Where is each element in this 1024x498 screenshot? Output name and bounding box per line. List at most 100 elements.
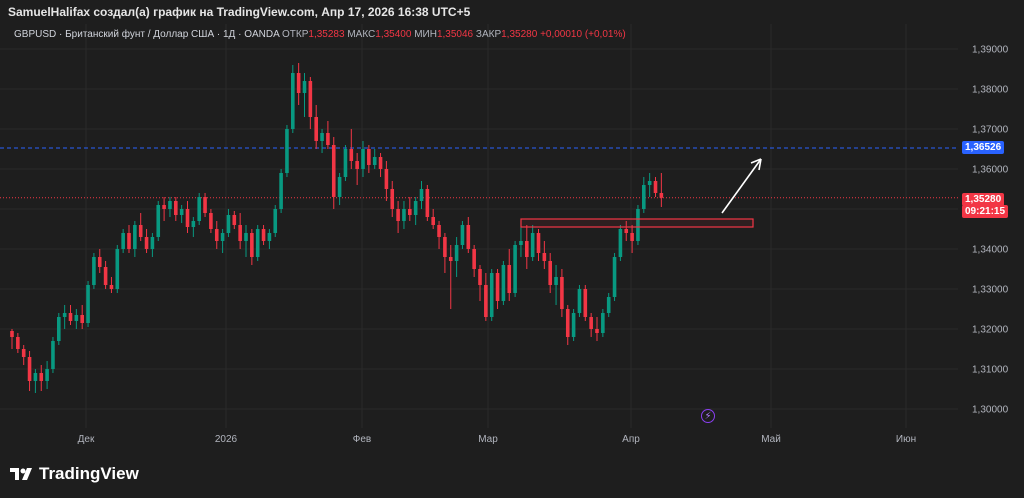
candle: [174, 197, 178, 221]
candle: [320, 129, 324, 153]
candlestick-chart[interactable]: 1,390001,380001,370001,360001,350001,340…: [0, 0, 1024, 460]
candle-body: [255, 229, 260, 257]
candle: [168, 197, 172, 217]
candle-body: [86, 285, 90, 323]
legend-symbol: GBPUSD · Британский фунт / Доллар США · …: [14, 29, 280, 40]
candle-body: [144, 237, 149, 249]
candle: [191, 217, 196, 237]
candle: [466, 217, 471, 253]
candle-body: [530, 233, 535, 257]
candle-body: [109, 285, 114, 289]
candle-body: [203, 197, 207, 213]
grid: [0, 24, 958, 428]
candle: [448, 245, 453, 309]
candle-body: [612, 257, 617, 297]
candle: [103, 261, 108, 289]
candle: [62, 305, 67, 329]
candle: [156, 201, 161, 241]
candle: [214, 221, 219, 249]
x-tick-label: Май: [761, 434, 781, 445]
candle-body: [62, 313, 67, 317]
x-tick-label: Апр: [622, 434, 640, 445]
candle-body: [320, 133, 324, 141]
candle-body: [577, 289, 582, 313]
candle: [203, 193, 207, 217]
candle-body: [250, 233, 254, 257]
candle-body: [326, 133, 330, 145]
candle: [51, 337, 55, 373]
candle-body: [454, 245, 459, 261]
candle-body: [273, 209, 278, 233]
candle-body: [57, 317, 61, 341]
candle-body: [565, 309, 570, 337]
x-tick-label: Июн: [896, 434, 916, 445]
candle: [583, 285, 588, 321]
candle-body: [162, 205, 166, 209]
candle-body: [238, 225, 242, 241]
candle-body: [244, 233, 248, 241]
candle: [606, 293, 611, 317]
candle-body: [337, 177, 342, 197]
candle-body: [548, 261, 552, 285]
candle: [296, 63, 301, 105]
candle: [595, 317, 599, 341]
flash-icon[interactable]: ⚡: [701, 409, 715, 423]
y-tick-label: 1,36000: [972, 165, 1009, 176]
candle-body: [378, 157, 383, 169]
candle: [402, 201, 406, 229]
candle: [647, 173, 652, 197]
levels: [0, 147, 958, 199]
candle-body: [74, 315, 79, 321]
candle: [27, 351, 32, 391]
candle-body: [571, 313, 576, 337]
candle-body: [595, 329, 599, 333]
candle-body: [138, 225, 143, 237]
candle-body: [209, 213, 213, 229]
x-tick-label: 2026: [215, 434, 238, 445]
candle-body: [554, 277, 558, 285]
candle: [601, 309, 605, 337]
candle: [408, 197, 412, 221]
candle: [267, 229, 272, 249]
candle: [384, 161, 389, 201]
candle-body: [478, 269, 482, 285]
candle: [133, 221, 137, 257]
candle-body: [367, 149, 371, 165]
candle-body: [302, 81, 307, 93]
chart-area[interactable]: [0, 24, 1024, 460]
candle-body: [525, 241, 529, 257]
candle-body: [51, 341, 55, 369]
candle-body: [232, 215, 237, 225]
candle: [16, 333, 20, 353]
candle: [525, 225, 529, 269]
candle: [127, 225, 131, 253]
candle-body: [267, 233, 272, 241]
candle-body: [495, 273, 500, 301]
candle: [501, 261, 506, 305]
candle-body: [168, 201, 172, 209]
candle-body: [589, 317, 593, 329]
trend-arrow[interactable]: [721, 158, 762, 214]
candle: [250, 229, 254, 265]
tradingview-brand: TradingView: [39, 464, 139, 483]
candle-body: [489, 273, 494, 317]
candle-body: [501, 265, 506, 301]
candle: [57, 313, 61, 345]
candle-body: [384, 169, 389, 189]
candle: [642, 177, 646, 213]
annotations: [520, 158, 762, 228]
candle-body: [636, 209, 640, 241]
candle: [536, 229, 541, 261]
candle: [349, 129, 354, 169]
candle: [150, 233, 155, 257]
candle-body: [68, 313, 73, 321]
candle: [413, 197, 418, 225]
candle: [618, 225, 623, 261]
candle-body: [10, 331, 14, 337]
candle-body: [606, 297, 611, 313]
candle: [337, 173, 342, 205]
support-zone-rectangle[interactable]: [520, 218, 754, 228]
candle-body: [355, 161, 359, 169]
candle: [115, 245, 120, 293]
candle-body: [261, 229, 266, 241]
